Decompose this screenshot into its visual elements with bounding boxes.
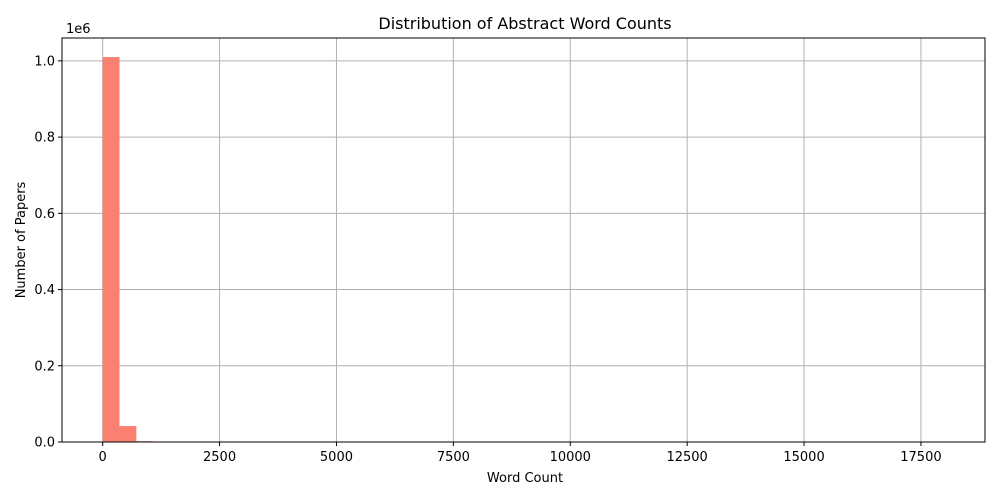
y-tick-label: 0.6 [34, 207, 55, 222]
grid-lines [62, 38, 985, 443]
x-tick-label: 5000 [320, 450, 353, 465]
x-tick-label: 7500 [437, 450, 470, 465]
x-axis-label: Word Count [487, 471, 563, 486]
x-tick-label: 17500 [900, 450, 941, 465]
y-axis-ticks: 0.0 0.2 0.4 0.6 0.8 1.0 [34, 54, 62, 451]
x-tick-label: 2500 [203, 450, 236, 465]
y-tick-label: 0.2 [34, 359, 55, 374]
x-tick-label: 12500 [666, 450, 707, 465]
y-axis-offset-label: 1e6 [66, 22, 91, 37]
y-axis-label: Number of Papers [14, 181, 29, 298]
chart-title: Distribution of Abstract Word Counts [378, 14, 671, 33]
histogram-bar [102, 57, 120, 442]
x-axis-ticks: 0 2500 5000 7500 10000 12500 15000 17500 [99, 442, 942, 465]
y-tick-label: 1.0 [34, 54, 55, 69]
plot-frame [61, 37, 986, 443]
x-tick-label: 15000 [783, 450, 824, 465]
y-tick-label: 0.0 [34, 436, 55, 451]
y-tick-label: 0.8 [34, 131, 55, 146]
y-tick-label: 0.4 [34, 283, 55, 298]
histogram-bar [119, 425, 137, 442]
x-tick-label: 0 [99, 450, 107, 465]
x-tick-label: 10000 [550, 450, 591, 465]
